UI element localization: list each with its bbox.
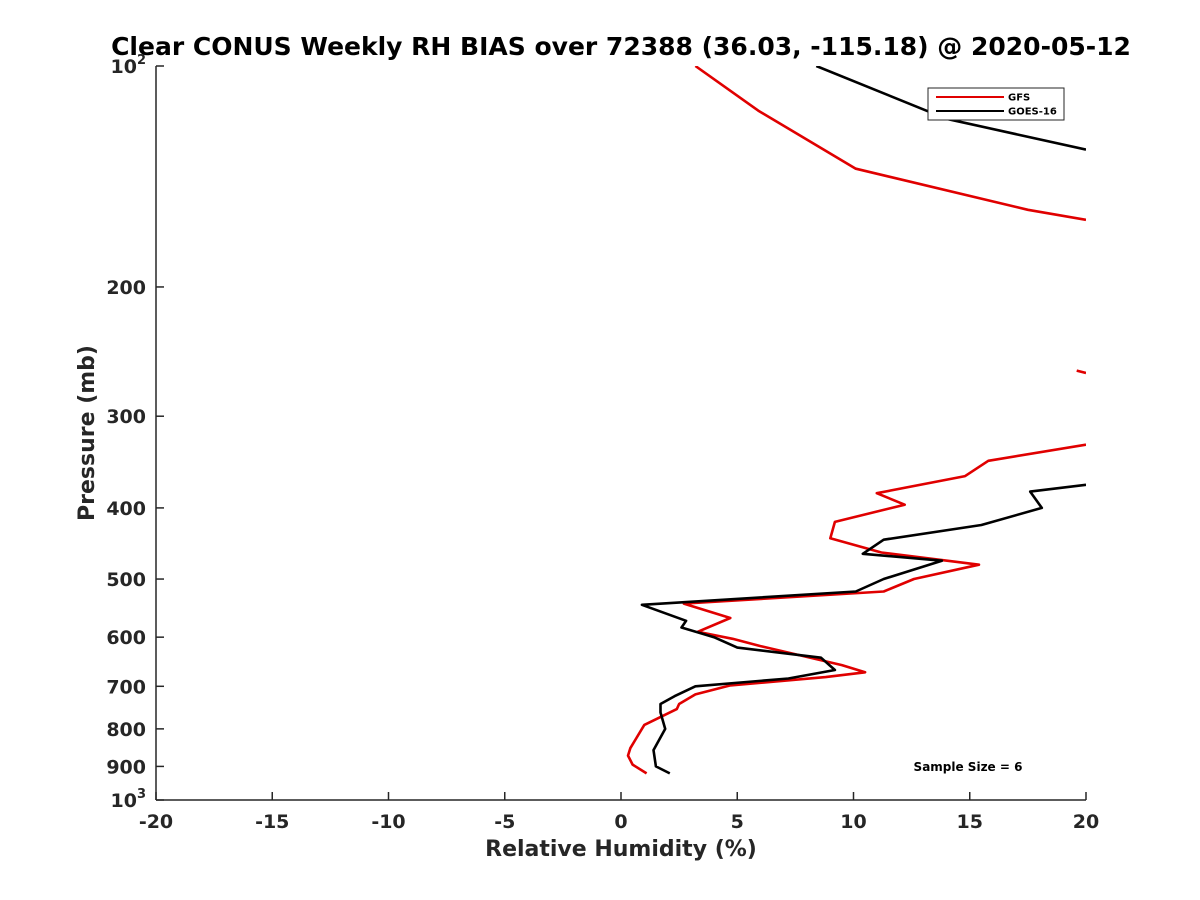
x-tick-label: -5	[494, 811, 515, 833]
x-tick-label: 15	[957, 811, 983, 833]
y-tick-label: 700	[106, 676, 146, 698]
x-tick-label: 20	[1073, 811, 1099, 833]
y-tick-label: 200	[106, 277, 146, 299]
x-tick-label: 10	[840, 811, 866, 833]
series-line-goes16	[640, 483, 1086, 775]
y-ticks: 102 200 300 400 500 600 700 800 900 103	[106, 53, 164, 812]
chart-title: Clear CONUS Weekly RH BIAS over 72388 (3…	[111, 32, 1131, 61]
legend: GFS GOES-16	[927, 87, 1065, 121]
y-tick-label: 600	[106, 627, 146, 649]
legend-box	[927, 87, 1065, 121]
y-tick-label: 500	[106, 569, 146, 591]
y-tick-label: 300	[106, 406, 146, 428]
y-tick-label: 900	[106, 756, 146, 778]
x-ticks: -20 -15 -10 -5 0 5 10 15 20	[139, 792, 1099, 833]
series-line-gfs	[626, 443, 1086, 775]
plot-area: -20 -15 -10 -5 0 5 10 15 20 102 200 300 400 500 600 70…	[106, 53, 1099, 833]
y-tick-label: 800	[106, 719, 146, 741]
series-line-gfs	[1076, 369, 1086, 375]
legend-label-gfs: GFS	[1008, 93, 1030, 104]
x-tick-label: -10	[371, 811, 405, 833]
x-tick-label: -15	[255, 811, 289, 833]
y-axis-label: Pressure (mb)	[75, 345, 100, 521]
sample-size-note: Sample Size = 6	[914, 760, 1023, 774]
series-line-gfs	[694, 66, 1086, 222]
x-tick-label: -20	[139, 811, 173, 833]
x-axis-label: Relative Humidity (%)	[485, 837, 757, 862]
y-tick-label: 103	[111, 787, 147, 812]
x-tick-label: 5	[731, 811, 744, 833]
legend-label-goes16: GOES-16	[1008, 107, 1057, 118]
y-tick-label: 400	[106, 498, 146, 520]
y-tick-label: 102	[111, 53, 147, 78]
x-tick-label: 0	[614, 811, 627, 833]
